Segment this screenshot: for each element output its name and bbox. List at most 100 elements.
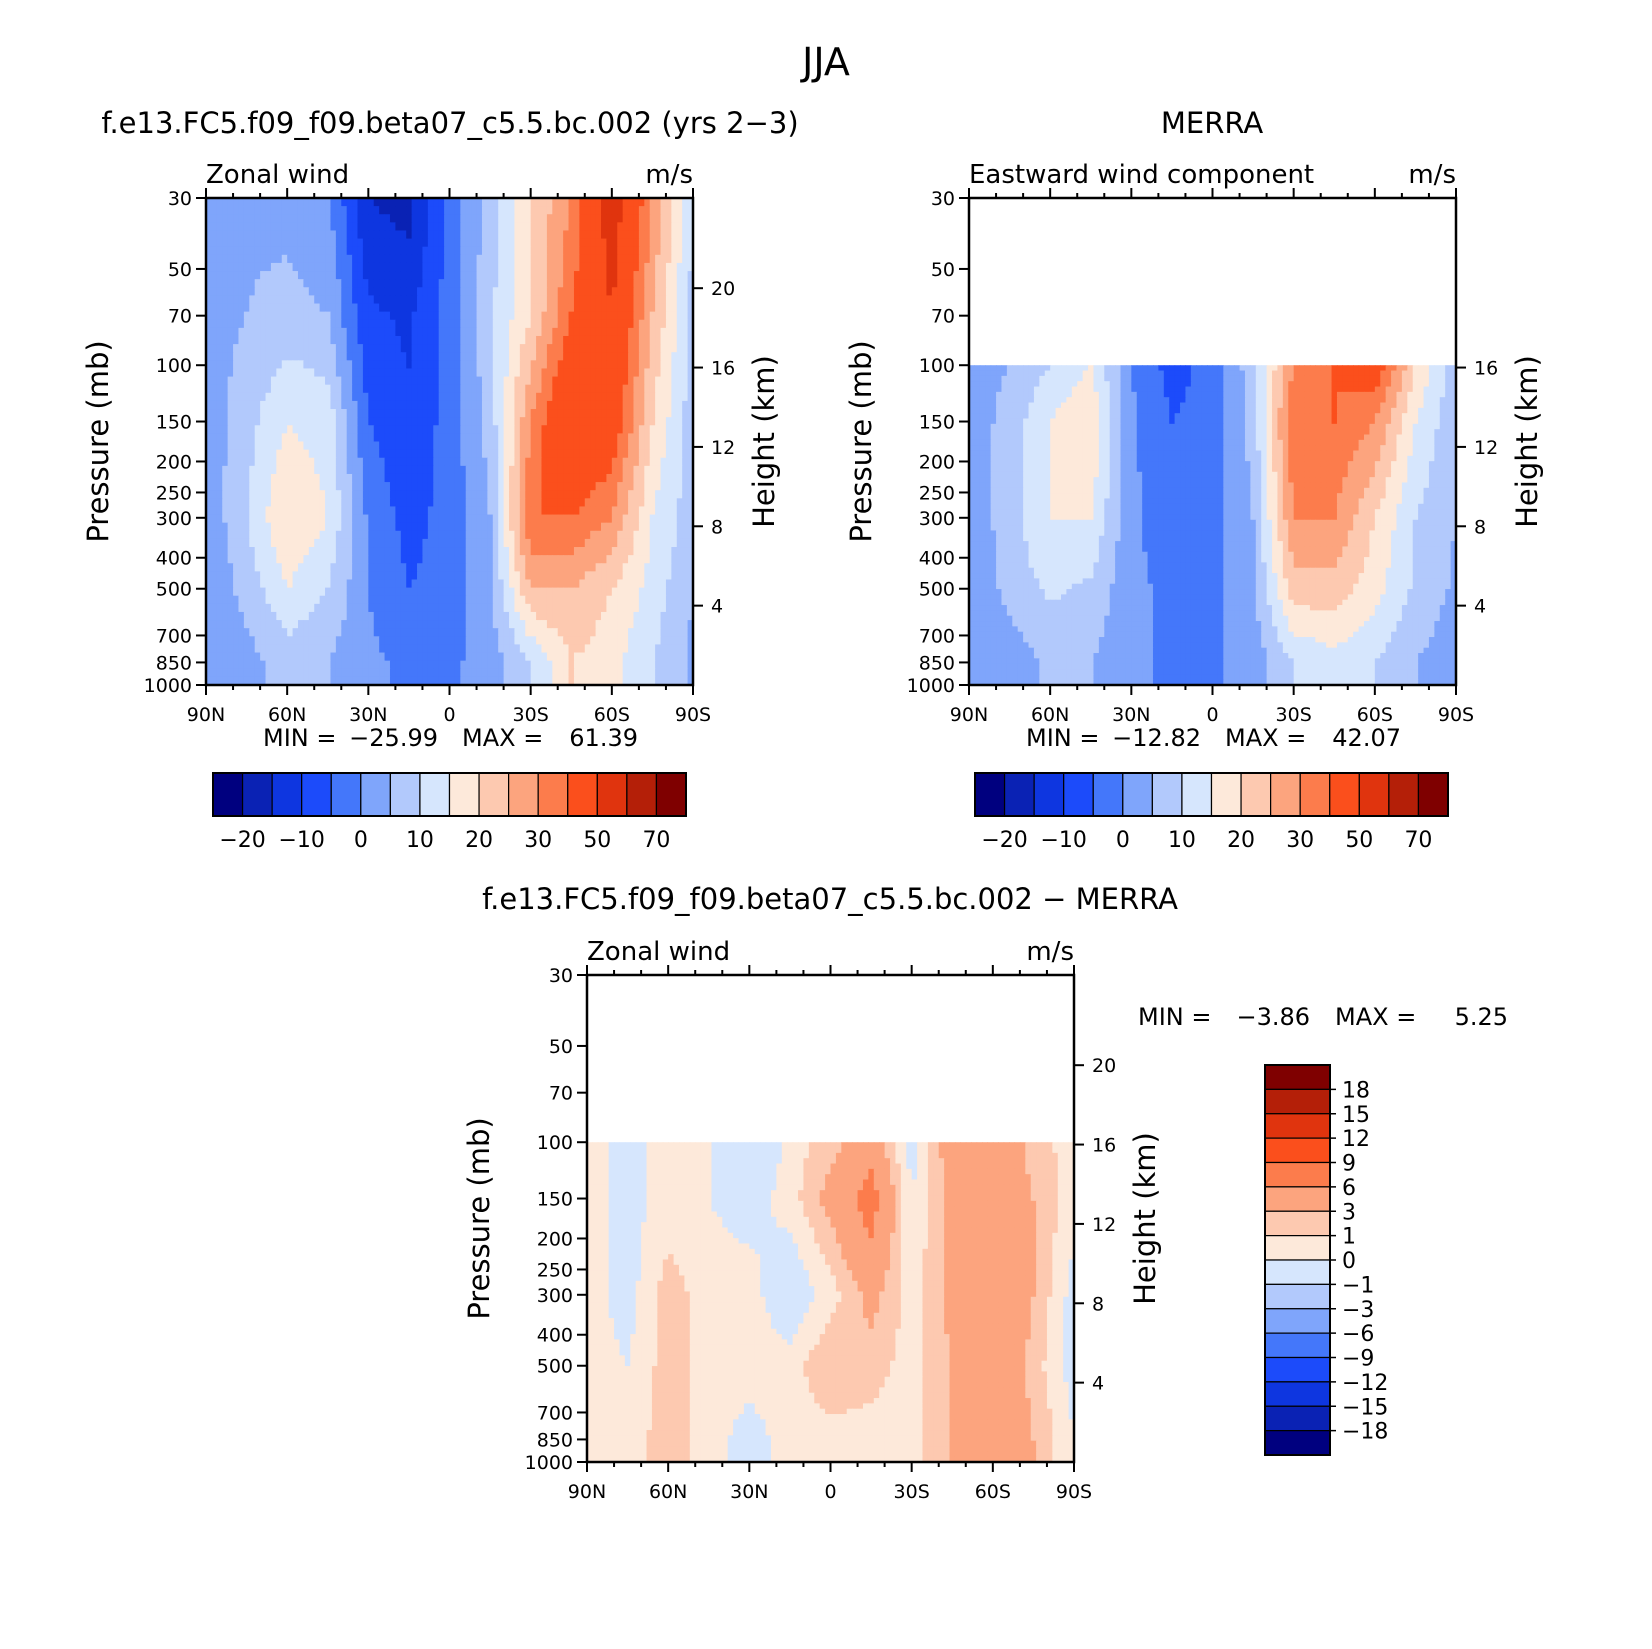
field-cell (481, 449, 488, 459)
field-cell (481, 465, 488, 475)
field-cell (552, 230, 559, 240)
field-cell (460, 279, 467, 288)
field-cell (222, 498, 229, 508)
field-cell (368, 530, 375, 540)
field-cell (671, 563, 678, 572)
field-cell (471, 392, 478, 402)
field-cell (563, 262, 570, 272)
field-cell (276, 222, 283, 232)
field-cell (671, 579, 678, 589)
field-cell (330, 579, 337, 589)
field-cell (254, 611, 261, 621)
field-cell (238, 457, 245, 467)
field-cell (649, 287, 656, 296)
field-cell (314, 555, 321, 564)
field-cell (352, 522, 359, 532)
field-cell (270, 376, 277, 386)
field-cell (476, 449, 483, 459)
field-cell (546, 238, 553, 248)
field-cell (292, 571, 299, 581)
field-cell (525, 287, 532, 296)
field-cell (357, 473, 364, 483)
field-cell (422, 392, 429, 402)
field-cell (465, 311, 472, 321)
field-cell (254, 457, 261, 467)
field-cell (595, 360, 602, 370)
field-cell (503, 522, 510, 532)
field-cell (481, 522, 488, 532)
field-cell (655, 352, 662, 361)
field-cell (471, 522, 478, 532)
field-cell (433, 547, 440, 556)
field-cell (601, 611, 608, 621)
field-cell (487, 214, 494, 223)
field-cell (498, 206, 505, 215)
field-cell (238, 360, 245, 370)
field-cell (492, 198, 499, 207)
field-cell (406, 392, 413, 402)
field-cell (665, 603, 672, 613)
field-cell (206, 644, 213, 654)
field-cell (546, 384, 553, 394)
field-cell (660, 547, 667, 556)
field-cell (671, 246, 678, 256)
field-cell (292, 636, 299, 646)
field-cell (206, 441, 213, 451)
field-cell (438, 303, 445, 313)
field-cell (638, 311, 645, 321)
field-cell (303, 254, 310, 264)
field-cell (303, 344, 310, 353)
field-cell (471, 303, 478, 313)
field-cell (595, 319, 602, 329)
field-cell (227, 530, 234, 540)
field-cell (503, 603, 510, 613)
field-cell (276, 344, 283, 353)
field-cell (444, 514, 451, 524)
field-cell (660, 246, 667, 256)
field-cell (276, 611, 283, 621)
field-cell (287, 368, 294, 378)
field-cell (211, 198, 218, 207)
field-cell (498, 368, 505, 378)
field-cell (308, 222, 315, 232)
field-cell (536, 506, 543, 516)
field-cell (216, 254, 223, 264)
field-cell (357, 441, 364, 451)
field-cell (211, 603, 218, 613)
field-cell (433, 603, 440, 613)
field-cell (449, 603, 456, 613)
field-cell (525, 449, 532, 459)
field-cell (509, 611, 516, 621)
field-cell (211, 465, 218, 475)
field-cell (492, 238, 499, 248)
field-cell (476, 620, 483, 629)
field-cell (406, 490, 413, 499)
field-cell (476, 498, 483, 508)
field-cell (297, 547, 304, 556)
field-cell (557, 522, 564, 532)
field-cell (676, 214, 683, 223)
field-cell (406, 547, 413, 556)
field-cell (563, 579, 570, 589)
field-cell (519, 360, 526, 370)
field-cell (292, 335, 299, 345)
field-cell (303, 433, 310, 443)
field-cell (546, 498, 553, 508)
field-cell (254, 319, 261, 329)
field-cell (341, 433, 348, 443)
field-cell (227, 311, 234, 321)
field-cell (628, 303, 635, 313)
field-cell (622, 514, 629, 524)
field-cell (579, 409, 586, 418)
field-cell (525, 368, 532, 378)
field-cell (536, 482, 543, 491)
field-cell (665, 522, 672, 532)
field-cell (319, 465, 326, 475)
field-cell (389, 311, 396, 321)
field-cell (227, 490, 234, 499)
field-cell (552, 327, 559, 337)
field-cell (546, 449, 553, 459)
field-cell (449, 206, 456, 215)
field-cell (406, 198, 413, 207)
field-cell (644, 425, 651, 434)
